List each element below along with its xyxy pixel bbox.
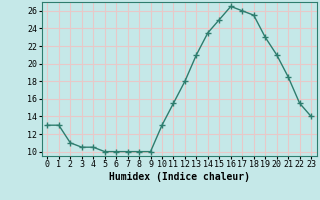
X-axis label: Humidex (Indice chaleur): Humidex (Indice chaleur): [109, 172, 250, 182]
